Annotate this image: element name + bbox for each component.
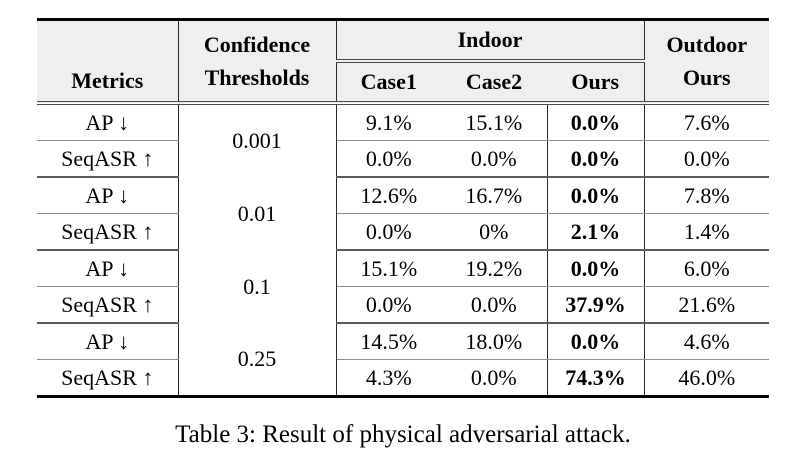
metric-cell: SeqASR ↑: [37, 286, 179, 324]
table-figure: Metrics Confidence Thresholds Indoor Out…: [37, 18, 770, 449]
value-cell-case1: 0.0%: [336, 213, 441, 251]
table-body: AP ↓ 0.001 9.1% 15.1% 0.0% 7.6% SeqASR ↑…: [37, 103, 770, 397]
header-metrics: Metrics: [37, 19, 179, 105]
value-cell-case2: 0.0%: [441, 359, 547, 397]
value-cell-ours: 0.0%: [546, 177, 645, 214]
header-confidence-line2: Thresholds: [204, 65, 310, 90]
value-cell-case1: 0.0%: [336, 140, 441, 178]
header-ours-indoor: Ours: [547, 61, 645, 105]
value-cell-ours: 0.0%: [546, 140, 645, 178]
header-row-groups: Metrics Confidence Thresholds Indoor Out…: [37, 19, 770, 105]
value-cell-ours: 0.0%: [546, 323, 645, 360]
value-cell-case1: 9.1%: [336, 103, 441, 141]
threshold-cell: 0.1: [178, 250, 337, 323]
value-cell-case2: 18.0%: [441, 323, 547, 360]
value-cell-outdoor: 21.6%: [643, 286, 770, 324]
value-cell-case1: 15.1%: [336, 250, 441, 287]
header-outdoor-line1: Outdoor: [666, 32, 748, 57]
value-cell-outdoor: 7.6%: [643, 103, 770, 141]
metric-cell: AP ↓: [37, 323, 179, 360]
value-cell-outdoor: 0.0%: [643, 140, 770, 178]
value-cell-ours: 0.0%: [546, 103, 645, 141]
value-cell-case2: 16.7%: [441, 177, 547, 214]
table-row: AP ↓ 0.001 9.1% 15.1% 0.0% 7.6%: [37, 103, 770, 177]
value-cell-case1: 14.5%: [336, 323, 441, 360]
results-table: Metrics Confidence Thresholds Indoor Out…: [37, 18, 770, 398]
threshold-cell: 0.01: [178, 177, 337, 250]
metric-cell: SeqASR ↑: [37, 359, 179, 397]
value-cell-outdoor: 46.0%: [643, 359, 770, 397]
table-row: SeqASR ↑ 4.3% 0.0% 74.3% 46.0%: [37, 359, 770, 397]
metric-cell: SeqASR ↑: [37, 213, 179, 251]
value-cell-case1: 12.6%: [336, 177, 441, 214]
value-cell-case2: 0.0%: [441, 140, 547, 178]
value-cell-case2: 0.0%: [441, 286, 547, 324]
value-cell-outdoor: 1.4%: [643, 213, 770, 251]
value-cell-case2: 15.1%: [441, 103, 547, 141]
table-row: SeqASR ↑ 0.0% 0.0% 37.9% 21.6%: [37, 286, 770, 324]
value-cell-ours: 74.3%: [546, 359, 645, 397]
value-cell-outdoor: 6.0%: [643, 250, 770, 287]
value-cell-case1: 0.0%: [336, 286, 441, 324]
metric-cell: SeqASR ↑: [37, 140, 179, 178]
value-cell-case2: 0%: [441, 213, 547, 251]
value-cell-outdoor: 4.6%: [643, 323, 770, 360]
table-header: Metrics Confidence Thresholds Indoor Out…: [37, 19, 770, 105]
table-row: SeqASR ↑ 0.0% 0.0% 0.0% 0.0%: [37, 140, 770, 178]
metric-cell: AP ↓: [37, 177, 179, 214]
header-row-columns: Case1 Case2 Ours: [37, 61, 769, 105]
header-outdoor-line2: Ours: [682, 65, 731, 90]
header-confidence-line1: Confidence: [203, 32, 311, 57]
value-cell-case1: 4.3%: [336, 359, 441, 397]
value-cell-ours: 0.0%: [546, 250, 645, 287]
metric-cell: AP ↓: [37, 250, 179, 287]
header-case2: Case2: [441, 61, 547, 105]
header-outdoor-group: Outdoor Ours: [643, 19, 770, 105]
table-caption: Table 3: Result of physical adversarial …: [175, 421, 631, 448]
metric-cell: AP ↓: [37, 103, 179, 141]
threshold-cell: 0.25: [178, 323, 337, 397]
header-case1: Case1: [336, 61, 441, 105]
table-row: AP ↓ 0.1 15.1% 19.2% 0.0% 6.0%: [37, 250, 770, 323]
header-confidence-thresholds: Confidence Thresholds: [178, 19, 337, 105]
table-row: AP ↓ 0.25 14.5% 18.0% 0.0% 4.6%: [37, 323, 770, 397]
value-cell-ours: 37.9%: [546, 286, 645, 324]
value-cell-case2: 19.2%: [441, 250, 547, 287]
threshold-cell: 0.001: [178, 103, 337, 177]
value-cell-outdoor: 7.8%: [643, 177, 770, 214]
header-indoor-group: Indoor: [336, 19, 645, 63]
table-row: SeqASR ↑ 0.0% 0% 2.1% 1.4%: [37, 213, 770, 251]
value-cell-ours: 2.1%: [546, 213, 645, 251]
table-row: AP ↓ 0.01 12.6% 16.7% 0.0% 7.8%: [37, 177, 770, 250]
